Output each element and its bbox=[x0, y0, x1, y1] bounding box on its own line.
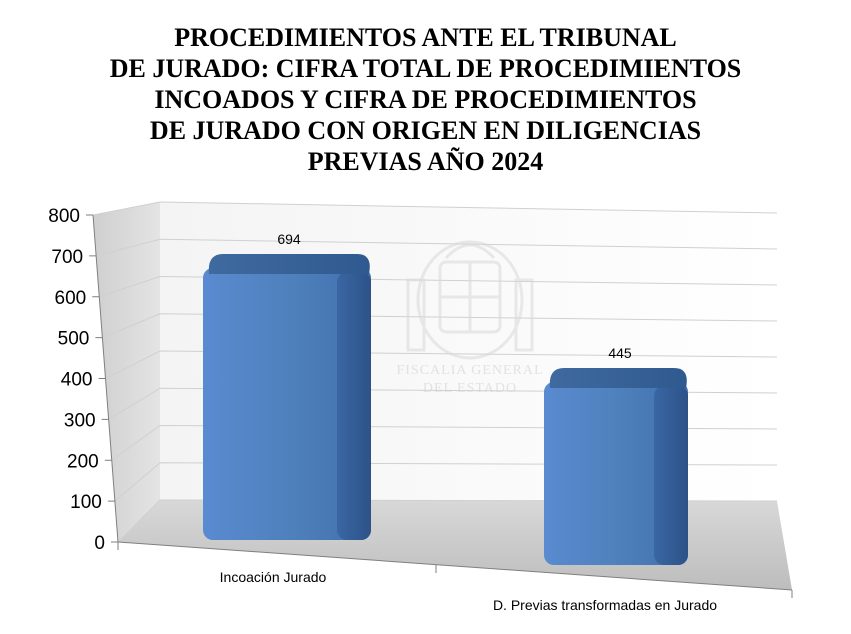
gridline bbox=[102, 313, 778, 339]
gridline bbox=[105, 350, 778, 379]
bar-front bbox=[203, 268, 371, 540]
y-tick-label: 300 bbox=[64, 410, 96, 431]
data-label-incoacion: 694 bbox=[277, 231, 301, 247]
x-axis bbox=[117, 541, 793, 591]
y-tick-label: 500 bbox=[58, 329, 90, 350]
y-tick-label: 200 bbox=[67, 451, 99, 472]
left-wall bbox=[93, 202, 160, 542]
bar-top bbox=[208, 254, 370, 274]
bar-side bbox=[654, 386, 688, 565]
bar-top bbox=[549, 368, 687, 388]
bar-previas bbox=[544, 368, 688, 565]
bar-incoacion bbox=[203, 254, 371, 540]
bar-front bbox=[544, 382, 688, 565]
category-label-incoacion: Incoación Jurado bbox=[220, 569, 327, 585]
title-line: INCOADOS Y CIFRA DE PROCEDIMIENTOS bbox=[154, 85, 697, 114]
bar-side bbox=[337, 272, 371, 540]
category-label-previas: D. Previas transformadas en Jurado bbox=[493, 597, 717, 613]
y-axis-ticks: 0 100 200 300 400 500 600 700 800 bbox=[48, 206, 118, 554]
y-tick-label: 600 bbox=[55, 288, 87, 309]
y-tick-label: 700 bbox=[51, 247, 83, 268]
data-label-previas: 445 bbox=[608, 345, 632, 361]
chart-title: PROCEDIMIENTOS ANTE EL TRIBUNAL DE JURAD… bbox=[0, 22, 851, 177]
title-line: DE JURADO: CIFRA TOTAL DE PROCEDIMIENTOS bbox=[109, 54, 742, 83]
title-line: DE JURADO CON ORIGEN EN DILIGENCIAS bbox=[149, 116, 702, 145]
y-tick-label: 0 bbox=[94, 533, 105, 554]
watermark-line: FISCALIA GENERAL bbox=[396, 363, 543, 378]
title-line: PREVIAS AÑO 2024 bbox=[307, 147, 544, 176]
gridline bbox=[99, 275, 778, 298]
gridline bbox=[92, 201, 778, 216]
y-tick-label: 400 bbox=[61, 370, 93, 391]
watermark-line: DEL ESTADO bbox=[423, 381, 517, 396]
y-tick-label: 800 bbox=[48, 206, 80, 227]
gridline bbox=[95, 238, 778, 257]
watermark-seal: FISCALIA GENERAL DEL ESTADO bbox=[396, 240, 543, 396]
title-line: PROCEDIMIENTOS ANTE EL TRIBUNAL bbox=[174, 23, 677, 52]
bars bbox=[203, 254, 688, 565]
y-tick-label: 100 bbox=[70, 492, 102, 513]
